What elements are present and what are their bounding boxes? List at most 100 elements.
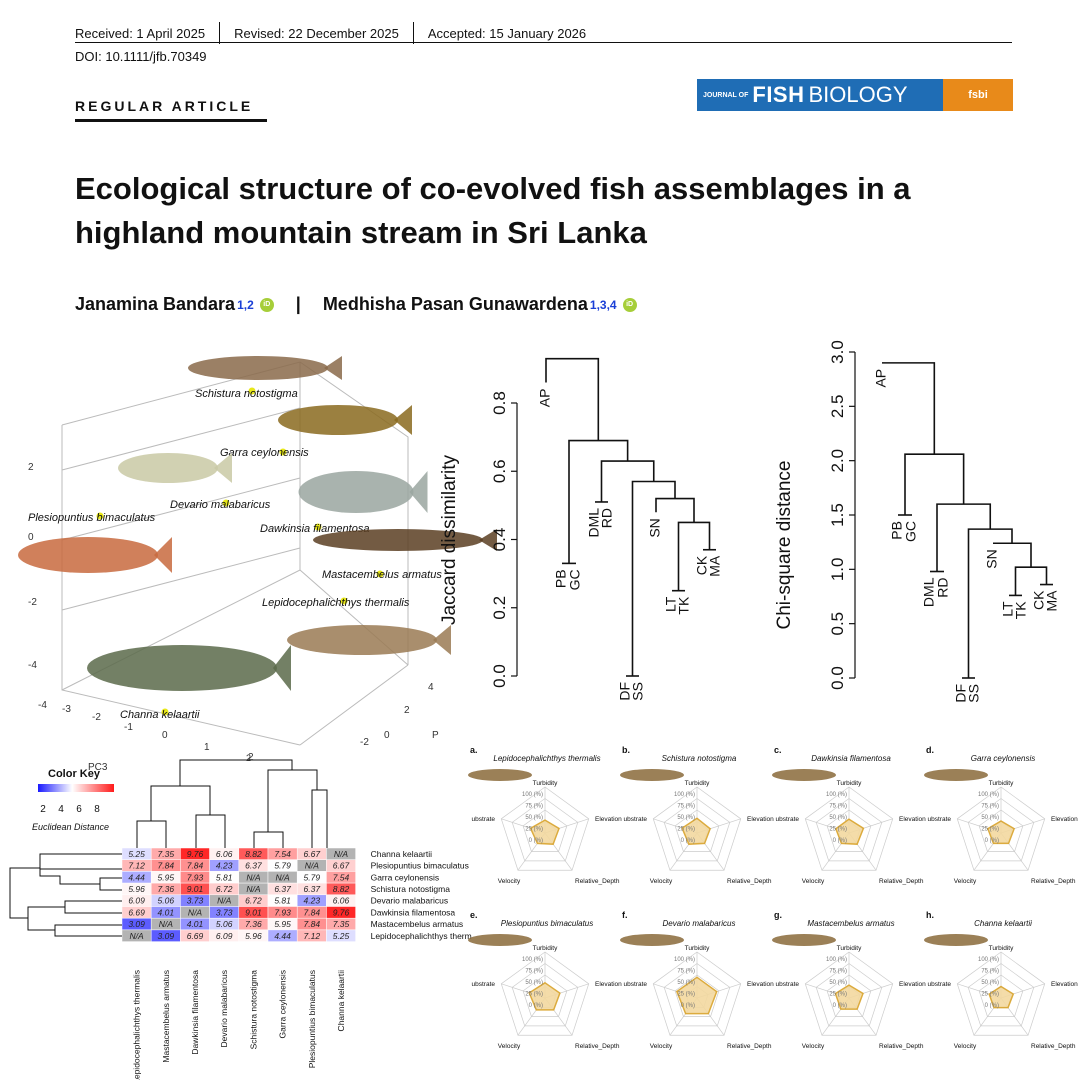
heatmap-value: 3.73 xyxy=(216,907,233,917)
pca-species-label: Devario malabaricus xyxy=(170,499,271,511)
dendro-leaf-label: GC xyxy=(903,521,919,542)
orcid-icon[interactable]: iD xyxy=(259,297,274,312)
heatmap-value: 6.06 xyxy=(216,849,233,859)
author-name[interactable]: Janamina Bandara xyxy=(75,294,236,314)
header-rule xyxy=(75,42,1012,43)
heatmap-value: 3.73 xyxy=(187,896,204,906)
date-divider xyxy=(412,22,414,44)
radar-data-shape xyxy=(529,819,560,845)
heatmap-value: 7.93 xyxy=(274,907,291,917)
radar-fish-photo xyxy=(468,769,532,781)
radar-ring xyxy=(500,951,590,1036)
radar-ring-label: 100 (%) xyxy=(978,792,999,798)
article-title: Ecological structure of co-evolved fish … xyxy=(75,171,911,250)
heatmap-value: 6.09 xyxy=(216,931,233,941)
radar-axis-label: Relative_Depth xyxy=(879,1043,924,1050)
heatmap-row-dendro xyxy=(27,906,65,931)
radar-ring xyxy=(815,798,883,862)
heatmap-value: 6.69 xyxy=(128,907,145,917)
radar-ring xyxy=(978,809,1024,852)
heatmap-row-label: Devario malabaricus xyxy=(371,896,448,906)
heatmap-value: 8.82 xyxy=(333,884,350,894)
heatmap-col-label: Lepidocephalichthys thermalis xyxy=(132,970,142,1080)
pca-x-tick: 0 xyxy=(162,730,168,741)
radar-axis-label: Relative_Depth xyxy=(575,878,620,885)
radar-axis-label: Elevation xyxy=(747,981,774,988)
heatmap-value: 9.76 xyxy=(333,907,350,917)
radar-species-title: Channa kelaartii xyxy=(974,919,1032,928)
radar-ring-label: 50 (%) xyxy=(525,815,543,821)
heatmap-col-label: Schistura notostigma xyxy=(248,970,258,1050)
author-separator: | xyxy=(295,294,301,314)
radar-axis-label: Turbidity xyxy=(685,945,710,952)
pca-point xyxy=(161,708,169,716)
pca-x-tick: 2 xyxy=(248,752,254,763)
radar-ring xyxy=(663,798,731,862)
radar-axis-label: Turbidity xyxy=(685,780,710,787)
radar-ring-label: 50 (%) xyxy=(677,815,695,821)
author-affiliation: 1,3,4 xyxy=(589,297,617,312)
pca-point xyxy=(376,570,384,578)
dendro-branch xyxy=(677,521,711,591)
pca-species-label: Lepidocephalichthys thermalis xyxy=(262,597,410,609)
radar-fish-photo xyxy=(468,934,532,946)
pca-point xyxy=(314,523,322,531)
radar-ring xyxy=(826,974,872,1017)
heatmap-value: 6.37 xyxy=(304,884,321,894)
heatmap-value: 5.95 xyxy=(274,919,291,929)
dendro-axis-title: Chi-square distance xyxy=(774,461,795,630)
radar-ring xyxy=(674,974,720,1017)
heatmap-row-dendro xyxy=(9,890,28,919)
dendro-leaf-label: LT xyxy=(1000,601,1016,617)
dendro-leaf-label: LT xyxy=(663,596,679,612)
dendro-leaf-label: SS xyxy=(966,684,982,703)
radar-data-shape xyxy=(986,820,1016,845)
radar-ring xyxy=(804,951,894,1036)
radar-axis-label: ubstrate xyxy=(776,816,800,823)
radar-ring-label: 50 (%) xyxy=(981,815,999,821)
radar-ring xyxy=(522,974,568,1017)
radar-axis-label: Velocity xyxy=(650,1043,673,1050)
heatmap-value: 4.23 xyxy=(216,861,233,871)
author-name[interactable]: Medhisha Pasan Gunawardena xyxy=(322,294,588,314)
radar-ring xyxy=(956,951,1046,1036)
color-key-bar xyxy=(38,784,114,792)
radar-ring-label: 50 (%) xyxy=(981,980,999,986)
radar-species-title: Garra ceylonensis xyxy=(971,754,1035,763)
radar-axis-label: Velocity xyxy=(954,1043,977,1050)
journal-prefix: JOURNAL OF xyxy=(703,91,749,99)
dendro-leaf-label: PB xyxy=(553,569,569,588)
heatmap-row-dendro xyxy=(54,924,122,937)
heatmap-value: 7.35 xyxy=(158,849,175,859)
heatmap-value: 5.96 xyxy=(245,931,262,941)
radar-axis-label: Relative_Depth xyxy=(727,878,772,885)
orcid-icon[interactable]: iD xyxy=(622,297,637,312)
heatmap-value: 9.01 xyxy=(187,884,204,894)
dendro-tick-label: 2.5 xyxy=(828,395,847,419)
radar-ring xyxy=(967,798,1035,862)
radar-ring-label: 0 (%) xyxy=(985,1003,999,1009)
radar-ring-label: 0 (%) xyxy=(681,1003,695,1009)
heatmap-col-label: Plesiopuntius bimaculatus xyxy=(307,970,317,1068)
doi-link[interactable]: DOI: 10.1111/jfb.70349 xyxy=(75,49,207,64)
dendro-axis-title: Jaccard dissimilarity xyxy=(439,455,460,625)
dendro-leaf-label: TK xyxy=(676,596,692,615)
dendro-branch xyxy=(568,439,629,564)
radar-ring-label: 100 (%) xyxy=(826,792,847,798)
heatmap-col-label: Channa kelaartii xyxy=(336,970,346,1032)
heatmap-value: 9.01 xyxy=(245,907,262,917)
pca-species-label: Mastacembelus armatus xyxy=(322,569,442,581)
heatmap-col-dendro xyxy=(253,831,284,848)
dendro-leaf-label: CK xyxy=(694,555,710,575)
radar-ring xyxy=(826,809,872,852)
radar-ring-label: 100 (%) xyxy=(674,792,695,798)
pca-point xyxy=(96,512,104,520)
fish-photo xyxy=(18,537,158,573)
fish-photo xyxy=(287,625,437,655)
dendro-branch xyxy=(967,528,1013,678)
heatmap-value: 5.81 xyxy=(216,872,233,882)
radar-ring-label: 25 (%) xyxy=(829,827,847,833)
radar-axis-label: Velocity xyxy=(498,1043,521,1050)
dendro-tick-label: 0.2 xyxy=(490,596,509,620)
heatmap-value: 7.12 xyxy=(128,861,145,871)
